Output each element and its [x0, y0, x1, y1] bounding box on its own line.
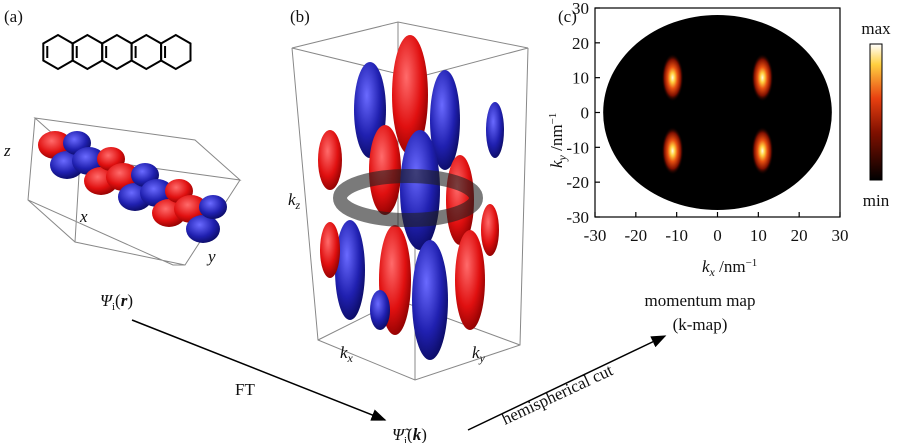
- x-label: kx /nm−1: [702, 257, 757, 279]
- lobe: [370, 290, 390, 330]
- exponent: −1: [547, 113, 559, 125]
- hot-spot: [661, 126, 684, 175]
- y-label: ky /nm−1: [547, 113, 569, 168]
- unit: /nm: [547, 124, 566, 155]
- lobe: [455, 230, 485, 330]
- x-tick-label: -30: [584, 226, 607, 245]
- subscript: i: [404, 435, 407, 443]
- x-tick-label: 20: [791, 226, 808, 245]
- lobe: [369, 125, 401, 215]
- cut-label: hemispherical cut: [499, 360, 616, 428]
- y-tick-label: -20: [566, 173, 589, 192]
- axis-label: ky: [472, 343, 486, 365]
- orbital-real-space: [27, 117, 242, 266]
- hemisphere-cut: [333, 169, 483, 227]
- x-tick-label: 10: [750, 226, 767, 245]
- colorbar: [869, 43, 883, 181]
- y-tick-label: 30: [572, 0, 589, 18]
- y-tick-label: 0: [581, 104, 590, 123]
- axis-label: x: [79, 207, 88, 226]
- panel-label: (a): [4, 7, 23, 26]
- symbol: k: [472, 343, 480, 362]
- arrow: [131, 319, 387, 421]
- lobe: [481, 204, 499, 256]
- molecule: [42, 33, 192, 71]
- result-label: (k-map): [673, 315, 728, 334]
- paren: (: [115, 291, 121, 310]
- symbol: k: [288, 190, 296, 209]
- exponent: −1: [746, 257, 758, 269]
- x-tick-label: 0: [713, 226, 722, 245]
- y-tick-label: -10: [566, 138, 589, 157]
- subscript: y: [555, 154, 569, 161]
- axis-label: z: [3, 141, 11, 160]
- lobe: [400, 130, 440, 250]
- lobe: [199, 195, 227, 219]
- x-tick-label: -10: [665, 226, 688, 245]
- result-label: momentum map: [645, 291, 756, 310]
- lobe: [392, 35, 428, 155]
- argument: k: [413, 425, 422, 443]
- symbol: k: [340, 343, 348, 362]
- subscript: i: [112, 301, 115, 313]
- lobe: [486, 102, 504, 158]
- lobe: [186, 215, 220, 243]
- subscript: x: [347, 351, 354, 365]
- argument: r: [121, 291, 128, 310]
- panel-label: (c): [558, 7, 577, 26]
- hot-spot: [751, 126, 774, 175]
- wavefunction-momentum: Ψ̃i(k): [392, 425, 427, 443]
- lobe: [320, 222, 340, 278]
- subscript: x: [709, 265, 716, 279]
- y-tick-label: -30: [566, 208, 589, 227]
- lobe: [430, 70, 460, 170]
- paren: (: [407, 425, 413, 443]
- axis-label: kz: [288, 190, 301, 212]
- panel-label: (b): [290, 7, 310, 26]
- ring: [160, 33, 192, 71]
- lobe: [412, 240, 448, 360]
- paren: ): [421, 425, 427, 443]
- symbol: k: [702, 257, 710, 276]
- symbol: k: [547, 160, 566, 168]
- momentum-disc: [603, 14, 832, 211]
- hot-spot: [751, 53, 774, 102]
- wavefunction-real: Ψi(r): [100, 291, 133, 313]
- y-tick-label: 20: [572, 34, 589, 53]
- symbol: Ψ: [100, 291, 114, 310]
- lobe: [318, 130, 342, 190]
- x-tick-label: -20: [624, 226, 647, 245]
- colorbar-max: max: [861, 19, 891, 38]
- orbital-momentum-space: [291, 21, 529, 381]
- arrow: [467, 335, 667, 431]
- paren: ): [127, 291, 133, 310]
- transform-label: FT: [235, 380, 255, 399]
- colorbar-min: min: [863, 191, 890, 210]
- unit: /nm: [715, 257, 746, 276]
- axis-label: y: [206, 247, 216, 266]
- y-tick-label: 10: [572, 69, 589, 88]
- subscript: z: [295, 198, 301, 212]
- subscript: y: [479, 351, 486, 365]
- x-tick-label: 30: [832, 226, 849, 245]
- lobe: [335, 220, 365, 320]
- axis-label: kx: [340, 343, 354, 365]
- hot-spot: [661, 53, 684, 102]
